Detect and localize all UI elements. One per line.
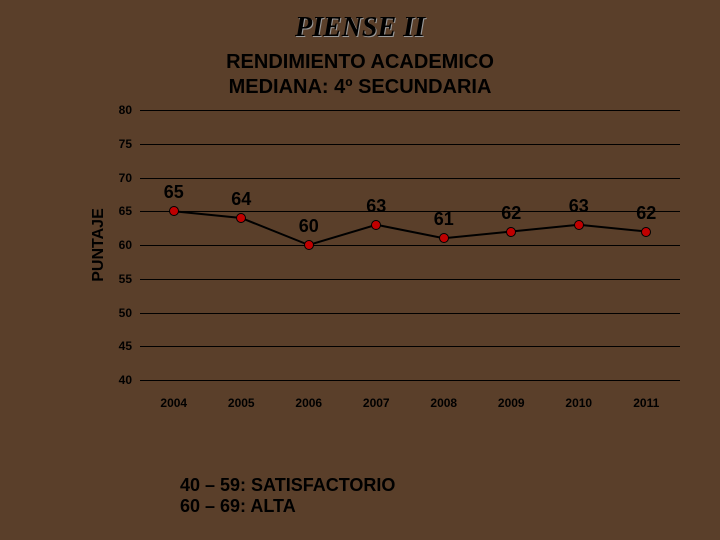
y-tick-label: 70 (102, 171, 132, 185)
data-label: 61 (434, 209, 454, 230)
x-tick-label: 2006 (295, 396, 322, 410)
legend-box: 40 – 59: SATISFACTORIO 60 – 69: ALTA (180, 475, 395, 517)
subtitle-line1: RENDIMIENTO ACADEMICO (226, 51, 494, 73)
data-marker (236, 213, 246, 223)
data-marker (304, 240, 314, 250)
data-label: 63 (569, 196, 589, 217)
chart-area: 6564606361626362 PUNTAJE 404550556065707… (20, 110, 700, 410)
data-marker (574, 220, 584, 230)
data-label: 60 (299, 216, 319, 237)
x-tick-label: 2008 (430, 396, 457, 410)
y-tick-label: 45 (102, 339, 132, 353)
gridline (140, 178, 680, 179)
subtitle-line2: MEDIANA: 4º SECUNDARIA (229, 76, 492, 98)
data-label: 62 (636, 203, 656, 224)
data-marker (439, 233, 449, 243)
data-marker (371, 220, 381, 230)
x-tick-label: 2007 (363, 396, 390, 410)
data-marker (641, 227, 651, 237)
y-tick-label: 75 (102, 137, 132, 151)
gridline (140, 346, 680, 347)
y-tick-label: 50 (102, 306, 132, 320)
chart-subtitle: RENDIMIENTO ACADEMICO MEDIANA: 4º SECUND… (0, 50, 720, 100)
gridline (140, 211, 680, 212)
data-label: 65 (164, 182, 184, 203)
x-tick-label: 2005 (228, 396, 255, 410)
y-tick-label: 40 (102, 373, 132, 387)
legend-line2: 60 – 69: ALTA (180, 496, 395, 517)
data-label: 62 (501, 203, 521, 224)
chart-title: PIENSE II (0, 12, 720, 44)
gridline (140, 380, 680, 381)
x-tick-label: 2010 (565, 396, 592, 410)
data-label: 63 (366, 196, 386, 217)
plot-area: 65 64 60 63 61 62 63 62 (140, 110, 680, 380)
data-label: 64 (231, 189, 251, 210)
y-tick-label: 55 (102, 272, 132, 286)
gridline (140, 110, 680, 111)
data-marker (506, 227, 516, 237)
y-tick-label: 80 (102, 103, 132, 117)
data-marker (169, 206, 179, 216)
y-tick-label: 60 (102, 238, 132, 252)
x-tick-label: 2009 (498, 396, 525, 410)
x-tick-label: 2004 (160, 396, 187, 410)
gridline (140, 144, 680, 145)
gridline (140, 245, 680, 246)
gridline (140, 313, 680, 314)
y-tick-label: 65 (102, 204, 132, 218)
legend-line1: 40 – 59: SATISFACTORIO (180, 475, 395, 496)
gridline (140, 279, 680, 280)
x-tick-label: 2011 (633, 396, 659, 410)
